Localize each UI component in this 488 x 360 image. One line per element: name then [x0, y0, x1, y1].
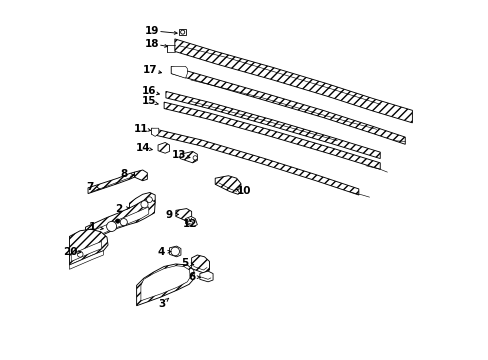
Text: 2: 2: [115, 203, 122, 213]
Polygon shape: [136, 264, 194, 306]
Polygon shape: [171, 66, 405, 144]
Polygon shape: [71, 242, 102, 261]
Text: 17: 17: [142, 65, 157, 75]
Polygon shape: [180, 152, 197, 163]
Polygon shape: [158, 143, 169, 153]
Text: 3: 3: [158, 299, 165, 309]
Polygon shape: [151, 128, 358, 195]
Polygon shape: [88, 172, 134, 194]
Circle shape: [77, 251, 83, 257]
Circle shape: [171, 247, 179, 256]
Polygon shape: [175, 39, 411, 123]
Polygon shape: [164, 102, 380, 169]
Text: 16: 16: [141, 86, 156, 96]
Polygon shape: [215, 176, 241, 194]
Text: 4: 4: [158, 247, 165, 257]
Circle shape: [146, 197, 152, 203]
Circle shape: [180, 30, 184, 34]
Polygon shape: [185, 216, 197, 226]
Polygon shape: [129, 193, 155, 213]
Text: 10: 10: [237, 186, 251, 197]
Polygon shape: [171, 66, 187, 78]
Text: 12: 12: [183, 219, 197, 229]
Polygon shape: [165, 91, 380, 158]
Polygon shape: [200, 271, 213, 282]
Text: 6: 6: [187, 272, 195, 282]
Polygon shape: [169, 246, 181, 257]
Circle shape: [106, 221, 116, 231]
Text: 7: 7: [86, 182, 94, 192]
Text: 13: 13: [172, 150, 186, 160]
Circle shape: [193, 156, 197, 160]
Text: 1: 1: [89, 222, 96, 232]
Text: 14: 14: [135, 143, 150, 153]
Polygon shape: [191, 255, 209, 273]
Polygon shape: [176, 208, 191, 221]
Polygon shape: [151, 128, 159, 136]
Text: 20: 20: [63, 247, 77, 257]
Circle shape: [120, 219, 127, 226]
Polygon shape: [141, 266, 190, 301]
Circle shape: [141, 201, 148, 208]
Text: 15: 15: [141, 96, 156, 107]
Text: 18: 18: [144, 39, 159, 49]
Polygon shape: [93, 207, 148, 238]
Polygon shape: [69, 229, 108, 265]
Polygon shape: [69, 251, 103, 269]
Polygon shape: [179, 29, 185, 35]
Text: 8: 8: [120, 168, 127, 179]
Text: 5: 5: [181, 258, 188, 268]
Text: 19: 19: [144, 26, 159, 36]
Text: 9: 9: [165, 210, 172, 220]
Circle shape: [115, 219, 120, 223]
Polygon shape: [187, 221, 193, 224]
Polygon shape: [85, 199, 155, 243]
Text: 11: 11: [133, 123, 148, 134]
Polygon shape: [134, 170, 147, 181]
